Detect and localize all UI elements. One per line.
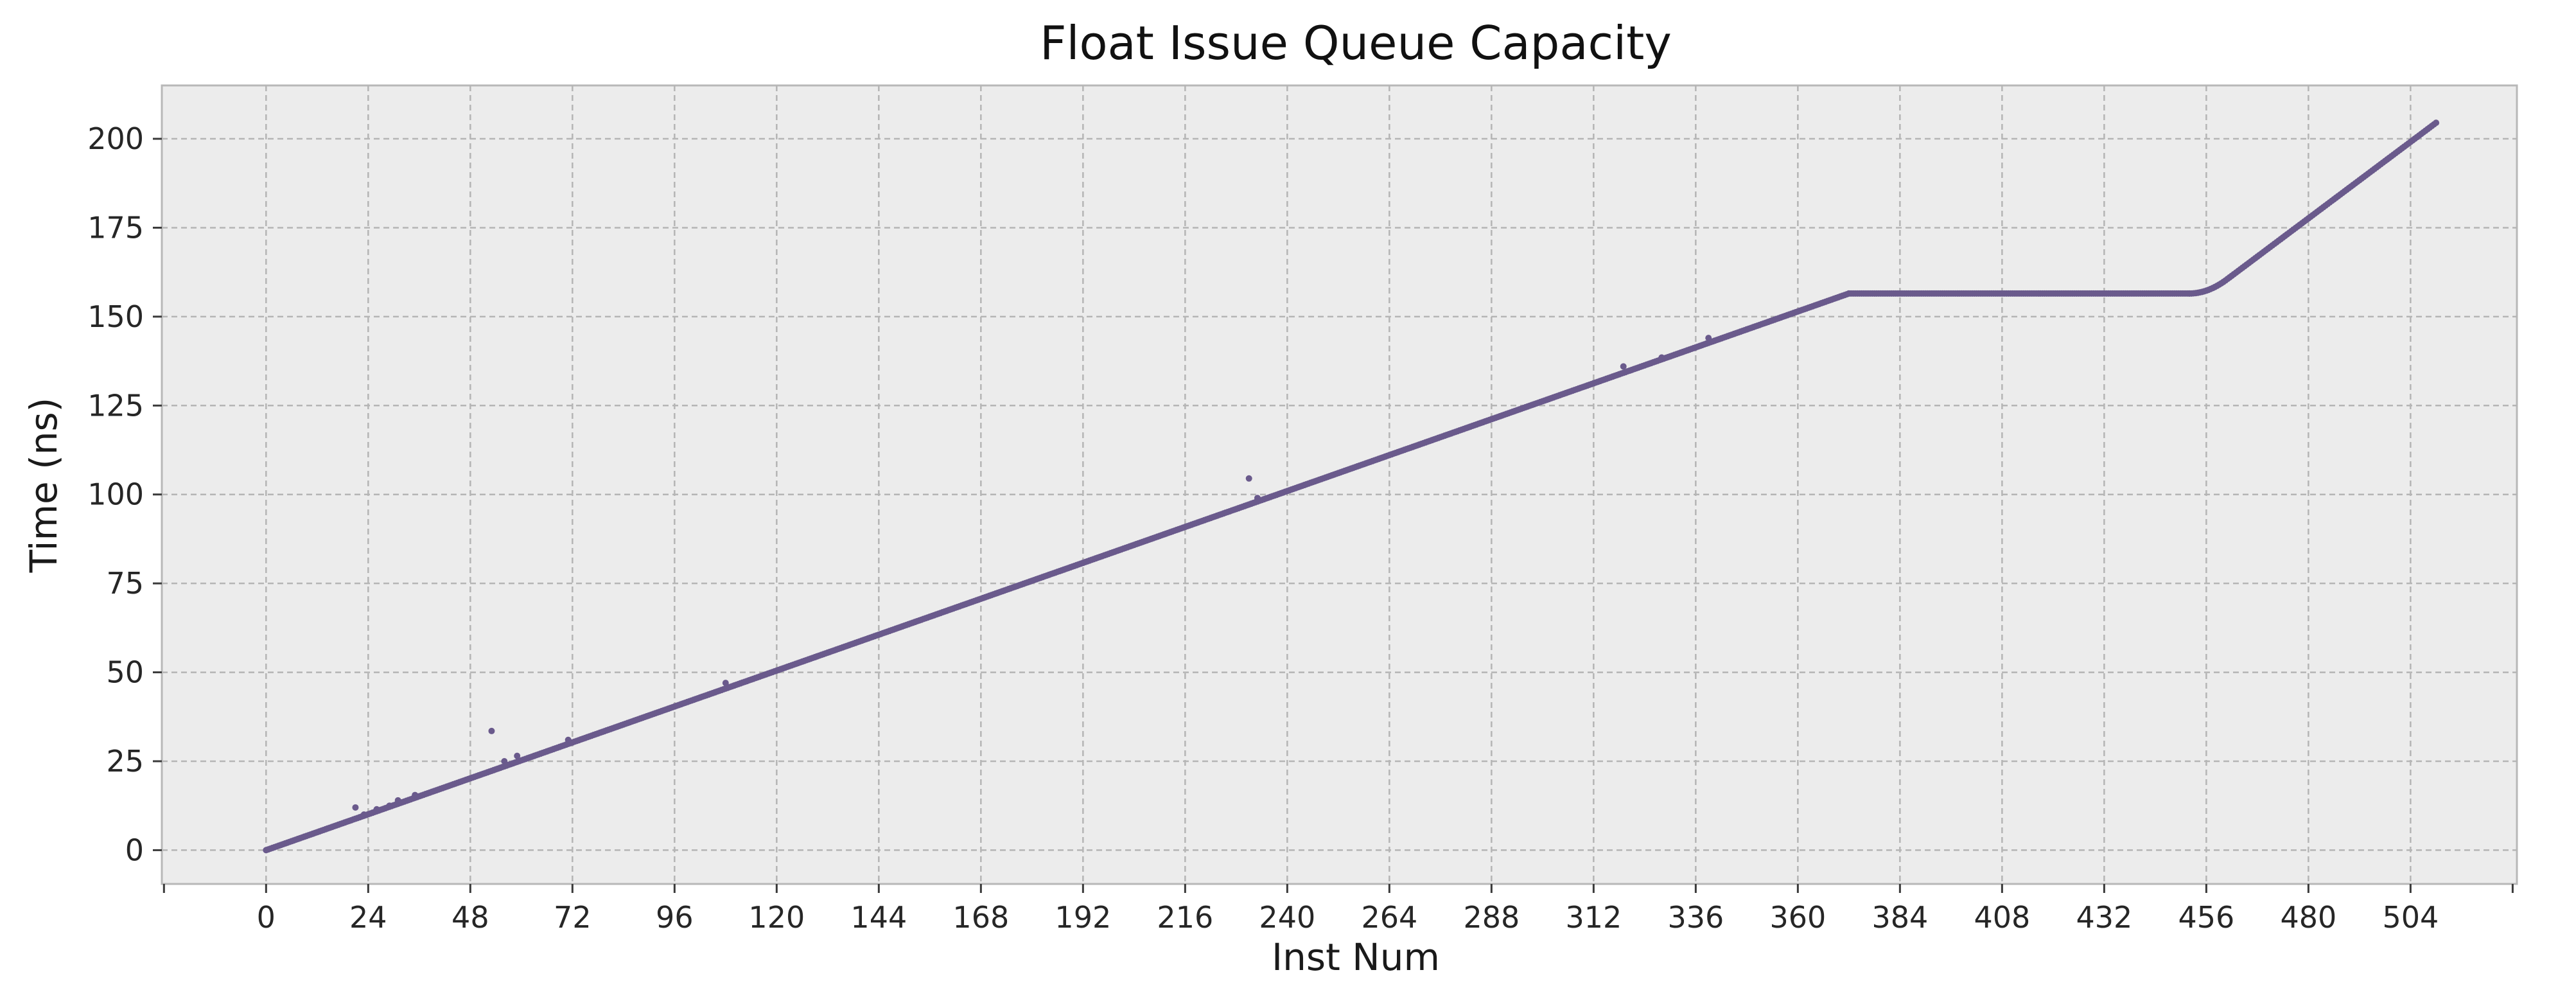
- y-axis-label: Time (ns): [22, 398, 66, 574]
- x-tick-label: 96: [656, 900, 694, 935]
- x-tick-label: 312: [1565, 900, 1622, 935]
- x-tick-label: 48: [451, 900, 489, 935]
- data-point: [1705, 335, 1712, 342]
- data-point: [394, 797, 401, 804]
- data-point: [565, 736, 572, 743]
- data-point: [501, 757, 508, 764]
- x-tick-label: 72: [554, 900, 591, 935]
- x-tick-label: 120: [748, 900, 805, 935]
- chart-title: Float Issue Queue Capacity: [1040, 16, 1672, 70]
- y-tick-label: 125: [87, 388, 144, 423]
- data-point: [514, 752, 521, 759]
- data-point: [412, 791, 419, 799]
- y-tick-label: 150: [87, 299, 144, 334]
- data-point: [386, 802, 393, 809]
- data-points: [263, 119, 2440, 854]
- x-tick-label: 336: [1667, 900, 1724, 935]
- x-tick-label: 408: [1974, 900, 2030, 935]
- data-point: [1620, 363, 1627, 370]
- x-tick-label: 432: [2076, 900, 2132, 935]
- x-tick-label: 480: [2280, 900, 2336, 935]
- x-tick-label: 264: [1361, 900, 1417, 935]
- x-tick-label: 456: [2178, 900, 2234, 935]
- x-tick-label: 360: [1769, 900, 1826, 935]
- data-point: [352, 804, 359, 811]
- data-point: [722, 680, 729, 687]
- x-axis-label: Inst Num: [1272, 935, 1440, 979]
- x-tick-label: 240: [1259, 900, 1315, 935]
- data-point: [1658, 354, 1665, 361]
- x-tick-label: 288: [1463, 900, 1520, 935]
- grid-lines: [162, 85, 2517, 884]
- x-tick-label: 0: [257, 900, 276, 935]
- x-tick-label: 384: [1871, 900, 1928, 935]
- x-tick-label: 216: [1157, 900, 1213, 935]
- x-tick-label: 144: [850, 900, 907, 935]
- y-tick-label: 50: [106, 655, 144, 690]
- y-tick-label: 0: [125, 833, 144, 867]
- x-tick-label: 192: [1055, 900, 1111, 935]
- x-tick-label: 504: [2382, 900, 2439, 935]
- data-point: [1245, 475, 1252, 482]
- y-tick-label: 175: [87, 210, 144, 245]
- axis-ticks: 0 24 48 72 96 120 144 168 192 216 240 264 288 312 336 3…: [87, 121, 2514, 935]
- data-point: [360, 811, 367, 818]
- y-tick-label: 100: [87, 477, 144, 512]
- y-tick-label: 200: [87, 121, 144, 156]
- data-point: [2433, 119, 2440, 127]
- y-tick-label: 75: [106, 566, 144, 601]
- x-tick-label: 24: [349, 900, 387, 935]
- y-tick-label: 25: [106, 744, 144, 779]
- data-point: [488, 727, 495, 734]
- data-point: [373, 806, 380, 813]
- data-point: [1254, 495, 1261, 502]
- x-tick-label: 168: [952, 900, 1009, 935]
